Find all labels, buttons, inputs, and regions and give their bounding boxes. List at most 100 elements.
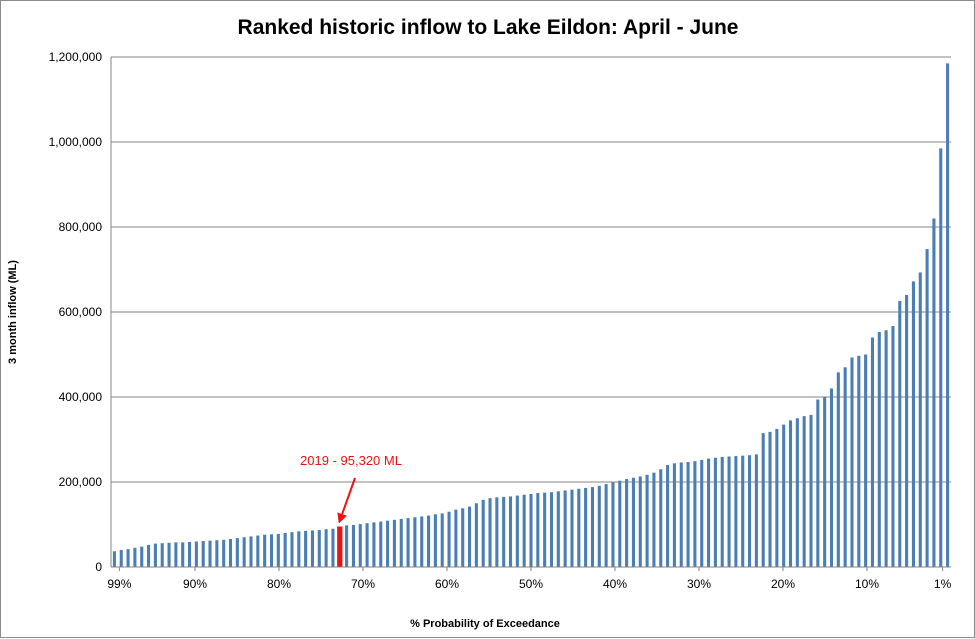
- bar: [672, 463, 676, 567]
- bar: [829, 388, 834, 567]
- bar: [884, 330, 888, 567]
- bar: [386, 520, 390, 567]
- bar: [727, 456, 731, 567]
- x-tick-label: 90%: [183, 577, 207, 591]
- x-tick-label: 70%: [351, 577, 375, 591]
- bar: [290, 532, 294, 567]
- bar: [584, 487, 588, 567]
- bar: [351, 524, 355, 567]
- bar: [481, 499, 485, 567]
- bar: [283, 533, 287, 567]
- x-tick-label: 10%: [855, 577, 879, 591]
- bar: [836, 372, 840, 567]
- bar: [816, 399, 820, 567]
- bar: [317, 530, 321, 567]
- bar: [775, 428, 779, 567]
- x-axis-ticks: 99% 90% 80% 70% 60% 50% 40% 30% 20% 10% 1%: [107, 567, 952, 591]
- bar: [427, 515, 431, 567]
- bar: [843, 367, 847, 567]
- bar: [891, 326, 895, 567]
- annotation-label: 2019 - 95,320 ML: [300, 453, 402, 468]
- annotation: 2019 - 95,320 ML: [300, 453, 402, 524]
- bar: [358, 524, 362, 567]
- bar: [133, 547, 137, 567]
- y-axis-title: 3 month inflow (ML): [7, 260, 19, 364]
- bar: [413, 517, 417, 567]
- bar: [570, 489, 574, 567]
- bar: [153, 543, 157, 567]
- y-tick-label: 200,000: [59, 475, 103, 489]
- bar: [420, 516, 424, 567]
- bar: [495, 497, 499, 567]
- bar: [249, 536, 253, 567]
- bar: [508, 496, 513, 567]
- bar: [666, 465, 670, 567]
- bar: [631, 477, 635, 567]
- bar: [556, 491, 560, 567]
- bar: [788, 420, 793, 567]
- bar: [147, 544, 151, 567]
- x-tick-label: 1%: [934, 577, 952, 591]
- bar: [645, 474, 649, 567]
- y-tick-label: 1,200,000: [49, 50, 103, 64]
- y-axis-ticks: 0 200,000 400,000 600,000 800,000 1,000,000 1,…: [49, 50, 103, 574]
- bar: [679, 462, 683, 567]
- bar: [898, 300, 902, 567]
- bar: [857, 355, 861, 567]
- x-tick-label: 30%: [687, 577, 711, 591]
- bar: [447, 511, 451, 567]
- x-tick-label: 50%: [519, 577, 543, 591]
- bar: [693, 461, 697, 567]
- bar: [167, 542, 171, 567]
- bar: [529, 493, 533, 567]
- bar: [768, 431, 772, 567]
- bar: [194, 541, 198, 567]
- bar: [823, 397, 827, 567]
- y-tick-label: 800,000: [59, 220, 103, 234]
- bar: [310, 530, 314, 567]
- x-tick-label: 60%: [435, 577, 459, 591]
- bar-highlight: [337, 526, 343, 567]
- bar: [126, 549, 130, 567]
- bar: [256, 535, 260, 567]
- bar: [461, 508, 465, 567]
- annotation-arrowhead: [337, 512, 347, 524]
- bar: [761, 433, 765, 567]
- bar: [925, 249, 929, 567]
- bar: [433, 514, 437, 567]
- bar: [174, 542, 178, 567]
- bar: [911, 281, 915, 567]
- bar: [577, 488, 581, 567]
- bar: [345, 525, 349, 567]
- bar: [502, 496, 506, 567]
- bar: [543, 492, 547, 567]
- bar: [399, 518, 403, 567]
- x-axis-title: % Probability of Exceedance: [410, 618, 560, 630]
- bar: [522, 494, 526, 567]
- bar: [188, 541, 192, 567]
- bar: [365, 523, 369, 567]
- bar: [850, 357, 854, 567]
- bar: [297, 531, 301, 567]
- bar: [406, 518, 410, 567]
- bar: [228, 538, 233, 567]
- bar: [604, 484, 608, 567]
- bar: [918, 272, 922, 567]
- bar: [372, 522, 376, 567]
- bar: [392, 519, 396, 567]
- bar: [181, 542, 185, 567]
- bar: [112, 551, 116, 567]
- bar: [215, 540, 219, 567]
- bar: [208, 540, 212, 567]
- bar: [160, 543, 164, 567]
- bar: [782, 424, 786, 567]
- bar: [946, 63, 950, 567]
- bar: [590, 487, 594, 567]
- bar: [870, 337, 874, 567]
- bar: [597, 485, 601, 567]
- bar: [304, 530, 308, 567]
- bar: [686, 462, 690, 567]
- bar: [454, 509, 458, 567]
